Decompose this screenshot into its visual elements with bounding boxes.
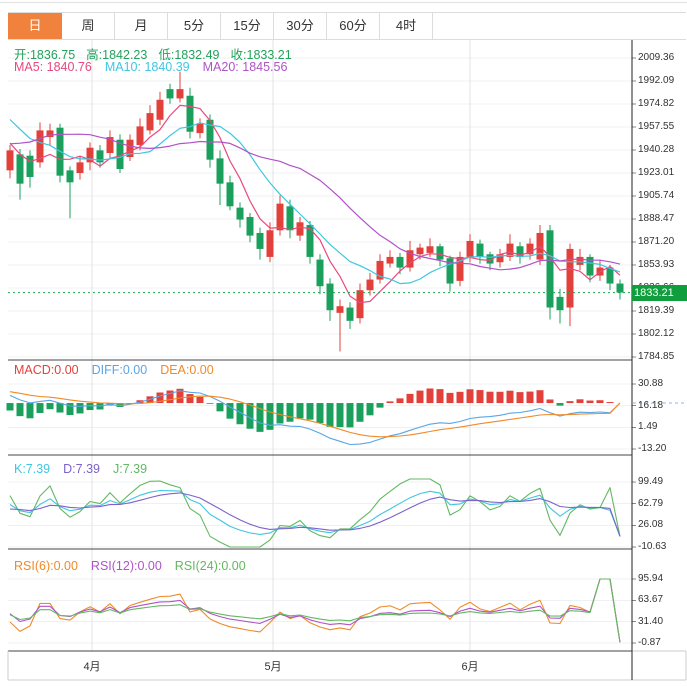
high-value: 高:1842.23 [86, 48, 148, 62]
axis-tick-label: 2009.36 [638, 52, 675, 63]
rsi-header: RSI(6):0.00 RSI(12):0.00 RSI(24):0.00 [14, 559, 246, 573]
axis-tick-label: 1784.85 [638, 351, 675, 362]
tab-30min[interactable]: 30分 [274, 13, 327, 39]
axis-tick-label: 1905.74 [638, 190, 675, 201]
axis-tick-label: 1871.20 [638, 236, 675, 247]
axis-tick-label: 1974.82 [638, 98, 675, 109]
ma10-value: MA10: 1840.39 [104, 60, 190, 74]
tab-60min[interactable]: 60分 [327, 13, 380, 39]
ohlc-row: 开:1836.75 高:1842.23 低:1832.49 收:1833.21 [14, 44, 292, 63]
macd-header: MACD:0.00 DIFF:0.00 DEA:0.00 [14, 363, 214, 377]
axis-tick-label: 1819.39 [638, 305, 675, 316]
macd-value: MACD:0.00 [14, 363, 79, 377]
axis-tick-label: -0.87 [638, 637, 661, 648]
axis-tick-label: 62.79 [638, 497, 664, 509]
axis-tick-label: 99.49 [638, 476, 664, 487]
axis-tick-label: 1853.93 [638, 259, 675, 270]
top-divider [0, 2, 687, 3]
axis-tick-label: 1.49 [638, 421, 658, 433]
dea-value: DEA:0.00 [160, 363, 214, 377]
period-tabbar: 日 周 月 5分 15分 30分 60分 4时 [8, 12, 686, 40]
axis-tick-label: 63.67 [638, 594, 664, 606]
x-axis-month-label: 4月 [83, 661, 101, 673]
tab-week[interactable]: 周 [62, 13, 115, 39]
tab-4hour[interactable]: 4时 [380, 13, 433, 39]
tab-month[interactable]: 月 [115, 13, 168, 39]
tab-day[interactable]: 日 [8, 13, 62, 39]
axis-tick-label: 1923.01 [638, 167, 675, 178]
current-price-badge: 1833.21 [632, 284, 687, 301]
low-value: 低:1832.49 [158, 48, 220, 62]
axis-tick-label: -10.63 [638, 541, 667, 552]
close-value: 收:1833.21 [230, 48, 292, 62]
axis-tick-label: 30.88 [638, 378, 664, 389]
j-value: J:7.39 [112, 462, 148, 476]
diff-value: DIFF:0.00 [91, 363, 148, 377]
tab-15min[interactable]: 15分 [221, 13, 274, 39]
rsi6-value: RSI(6):0.00 [14, 559, 78, 573]
k-value: K:7.39 [14, 462, 51, 476]
ma20-value: MA20: 1845.56 [202, 60, 288, 74]
axis-tick-label: -13.20 [638, 443, 667, 454]
x-axis-month-label: 5月 [264, 661, 282, 673]
axis-tick-label: 26.08 [638, 519, 664, 531]
axis-tick-label: 95.94 [638, 573, 664, 584]
rsi24-value: RSI(24):0.00 [174, 559, 246, 573]
open-value: 开:1836.75 [14, 48, 76, 62]
ma5-value: MA5: 1840.76 [14, 60, 92, 74]
axis-tick-label: 1802.12 [638, 328, 675, 339]
d-value: D:7.39 [63, 462, 100, 476]
axis-tick-label: 16.18 [638, 399, 664, 411]
rsi12-value: RSI(12):0.00 [90, 559, 162, 573]
axis-tick-label: 1957.55 [638, 121, 675, 132]
kdj-header: K:7.39 D:7.39 J:7.39 [14, 462, 147, 476]
x-axis-month-label: 6月 [461, 661, 479, 673]
axis-tick-label: 1992.09 [638, 75, 675, 86]
axis-tick-label: 1888.47 [638, 213, 675, 224]
axis-tick-label: 31.40 [638, 615, 664, 627]
axis-tick-label: 1940.28 [638, 144, 675, 155]
tab-5min[interactable]: 5分 [168, 13, 221, 39]
ma-row: MA5: 1840.76 MA10: 1840.39 MA20: 1845.56 [14, 60, 287, 74]
